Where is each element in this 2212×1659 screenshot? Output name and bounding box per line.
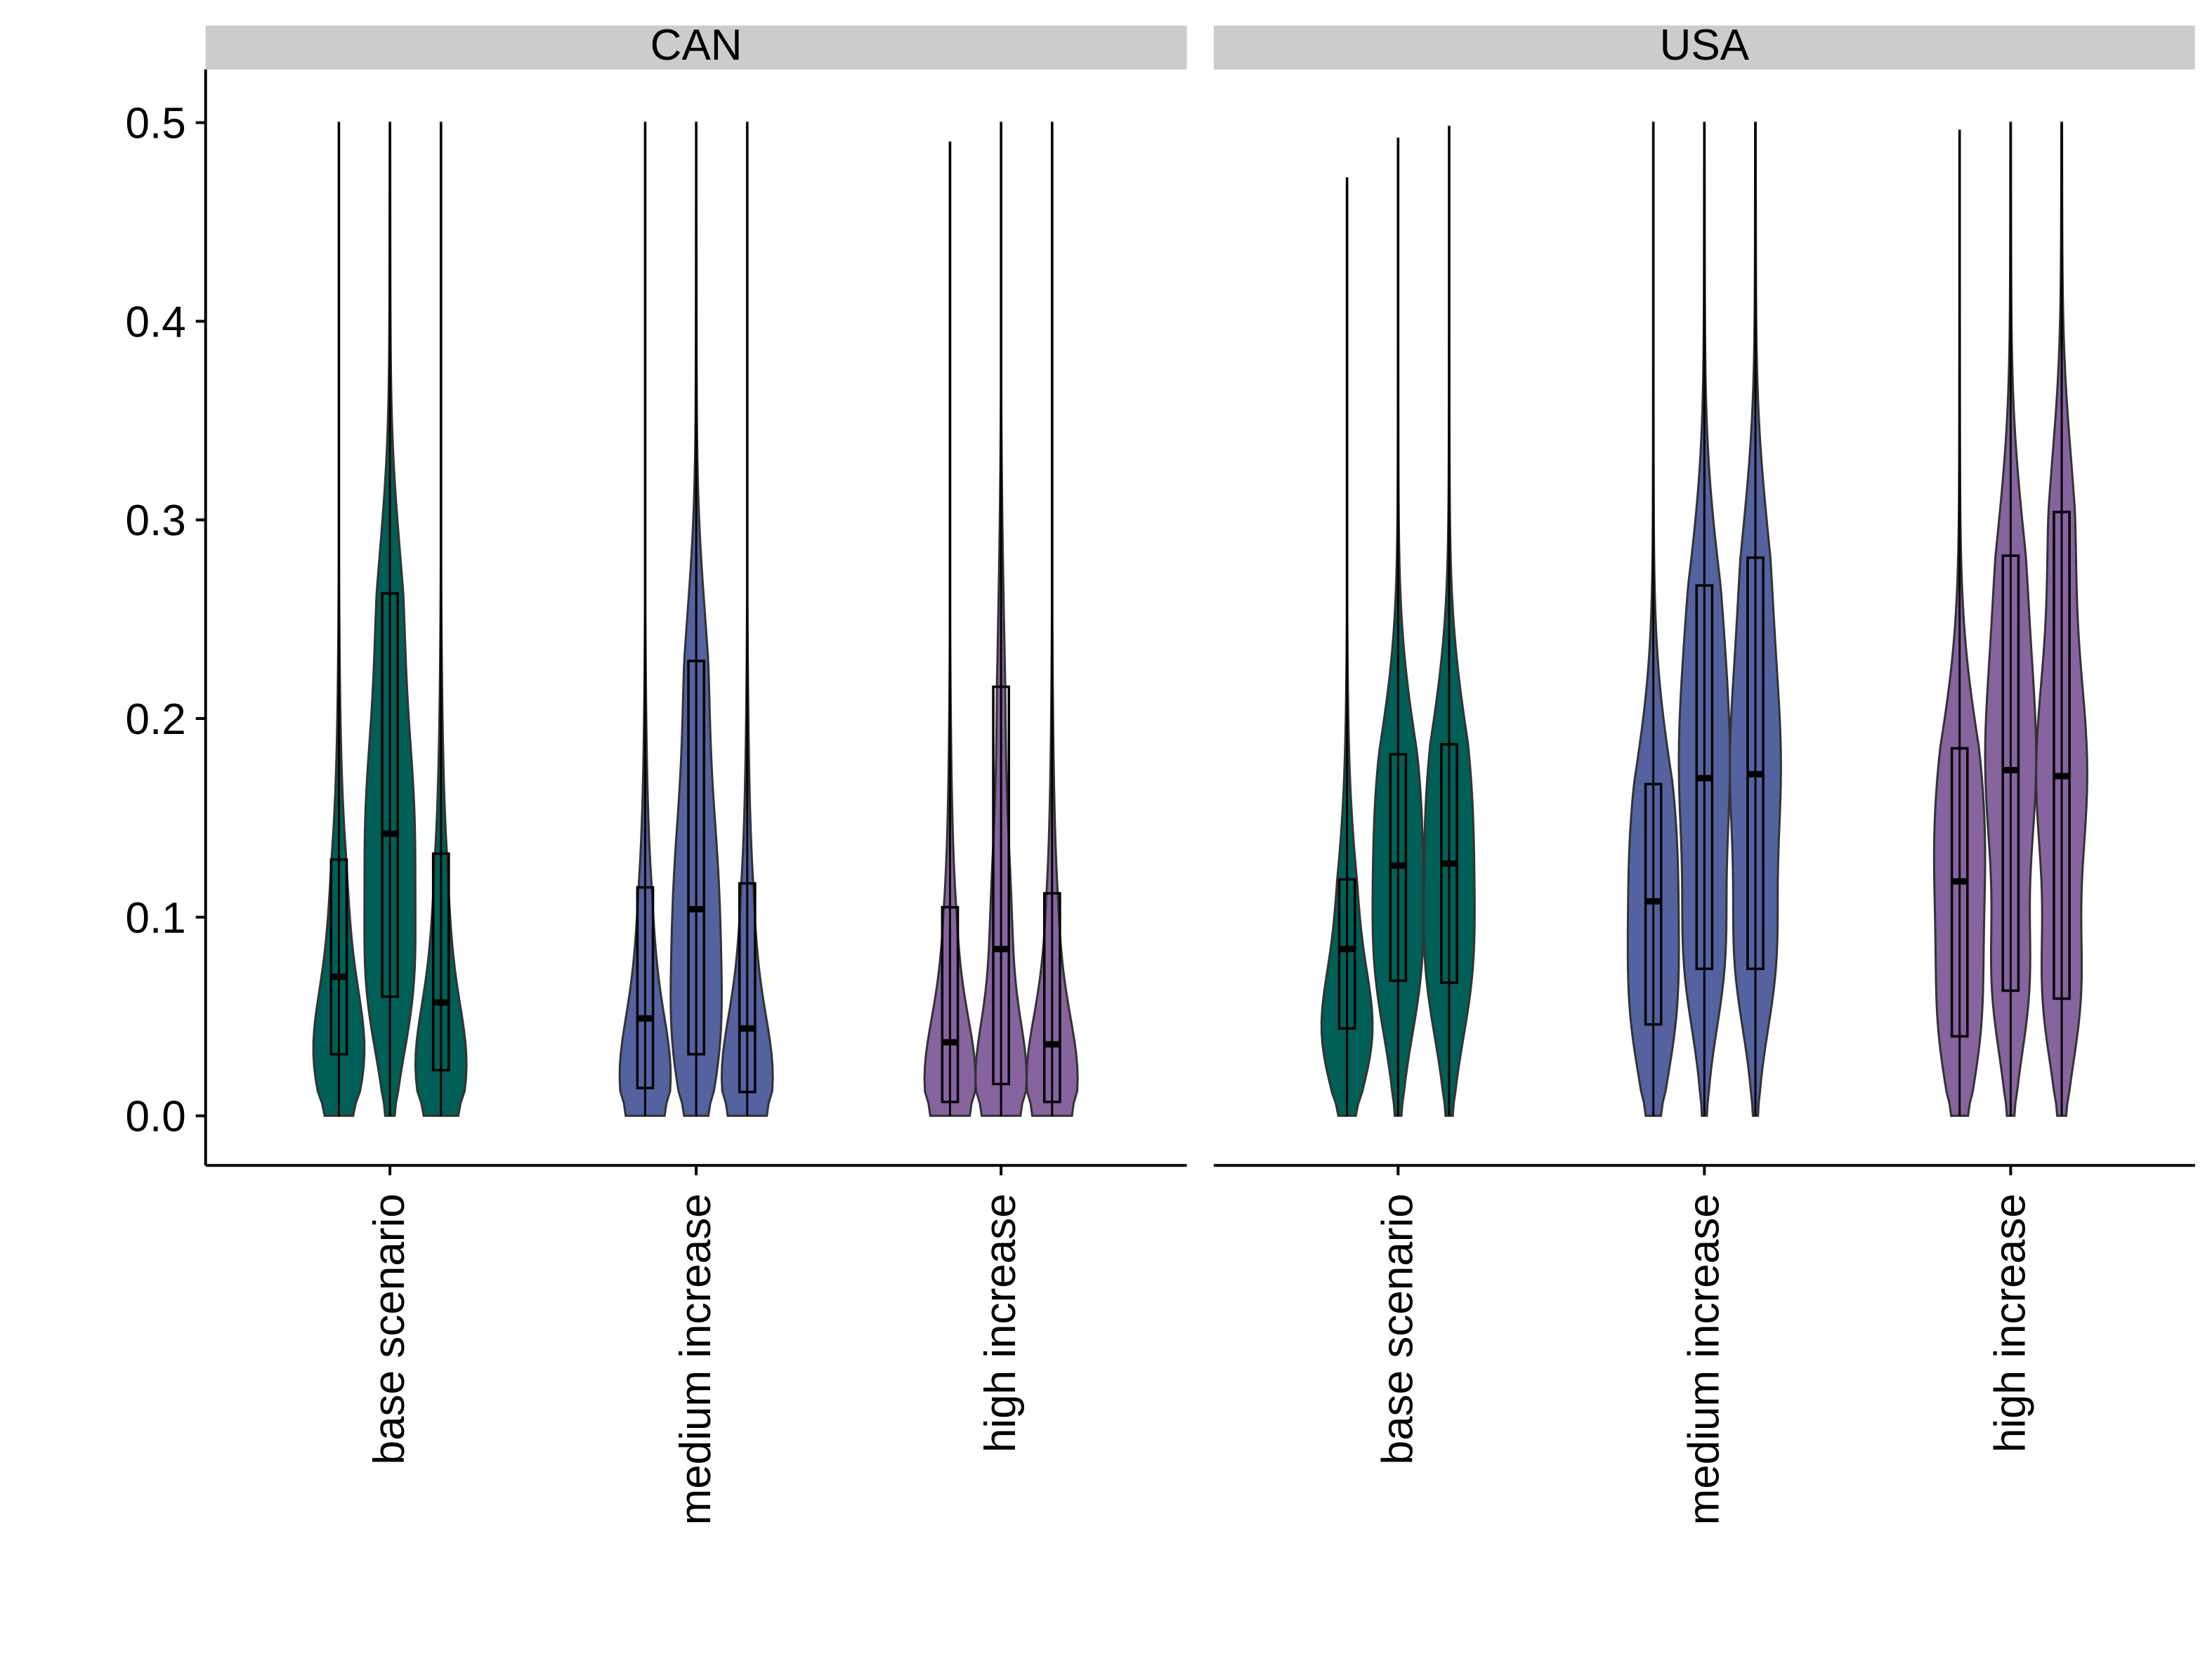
violin-can-high-increase-2-box — [992, 686, 1010, 1086]
violin-can-base-scenario-1-box — [329, 858, 348, 1056]
y-tick-label: 0.0 — [125, 1093, 185, 1141]
y-tick-label: 0.1 — [125, 894, 185, 943]
y-tick-label: 0.3 — [125, 497, 185, 545]
x-tick-label: high increase — [976, 1193, 1025, 1453]
violin-can-medium-increase-3-box — [738, 881, 757, 1094]
x-tick-label: base scenario — [365, 1193, 414, 1464]
facet-label-usa: USA — [1660, 21, 1750, 70]
violin-usa-medium-increase-3-box — [1746, 556, 1765, 971]
y-tick-label: 0.2 — [125, 695, 185, 744]
violin-can-high-increase-1-box — [941, 905, 960, 1103]
violin-can-base-scenario-2-box — [381, 592, 399, 998]
x-tick-label: high increase — [1986, 1193, 2034, 1453]
violin-usa-high-increase-1-box — [1950, 747, 1969, 1038]
violin-can-base-scenario-3-box — [431, 852, 450, 1072]
x-tick-label: base scenario — [1373, 1193, 1422, 1464]
facet-strip-can — [205, 25, 1187, 70]
y-tick-label: 0.5 — [125, 100, 185, 148]
facet-strip-usa — [1213, 25, 2195, 70]
violin-can-medium-increase-1-box — [636, 886, 655, 1089]
x-tick-label: medium increase — [672, 1193, 720, 1525]
y-tick-label: 0.4 — [125, 298, 185, 346]
violin-can-medium-increase-2-box — [687, 660, 705, 1056]
facet-label-can: CAN — [650, 21, 742, 70]
violin-usa-high-increase-3-box — [2053, 511, 2071, 1000]
x-tick-label: medium increase — [1680, 1193, 1728, 1525]
violin-can-high-increase-3-box — [1042, 892, 1061, 1103]
violin-usa-base-scenario-1-box — [1337, 878, 1356, 1030]
